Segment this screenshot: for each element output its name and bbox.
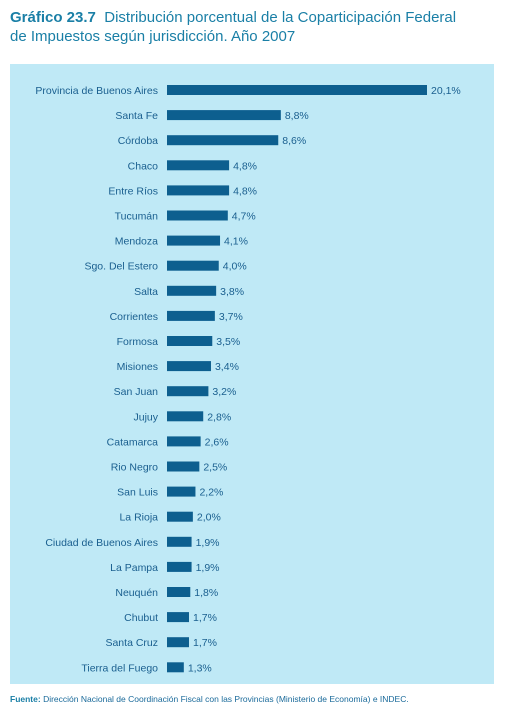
chart-title: Gráfico 23.7 Distribución porcentual de …	[10, 8, 510, 46]
value-label: 1,3%	[188, 662, 212, 674]
bar	[167, 85, 427, 95]
bar	[167, 210, 228, 221]
category-label: La Pampa	[110, 562, 158, 574]
value-label: 3,8%	[220, 286, 244, 298]
category-label: Ciudad de Buenos Aires	[45, 537, 158, 549]
bar	[167, 461, 200, 472]
value-label: 1,7%	[193, 637, 217, 649]
value-label: 3,2%	[212, 386, 236, 398]
category-label: Córdoba	[118, 135, 158, 147]
category-label: La Rioja	[119, 512, 158, 524]
category-label: Neuquén	[115, 587, 158, 599]
bar	[167, 561, 192, 572]
value-label: 2,8%	[207, 411, 231, 423]
bar	[167, 110, 281, 121]
value-label: 3,7%	[219, 311, 243, 323]
value-label: 8,8%	[285, 110, 309, 122]
category-label: San Luis	[117, 487, 158, 499]
value-label: 20,1%	[431, 85, 461, 97]
value-label: 2,0%	[197, 512, 221, 524]
bar	[167, 411, 204, 422]
category-label: Corrientes	[110, 311, 158, 323]
category-label: Misiones	[117, 361, 158, 373]
category-label: Salta	[134, 286, 158, 298]
bar	[167, 386, 209, 397]
category-label: San Juan	[114, 386, 159, 398]
bar	[167, 436, 201, 447]
value-label: 1,9%	[196, 562, 220, 574]
value-label: 2,2%	[199, 487, 223, 499]
bar	[167, 135, 279, 146]
bar	[167, 587, 191, 597]
bar	[167, 185, 230, 196]
bar	[167, 160, 230, 171]
source-text: Dirección Nacional de Coordinación Fisca…	[43, 694, 409, 704]
source-note: Fuente: Dirección Nacional de Coordinaci…	[10, 694, 409, 704]
chart-title-line1: Distribución porcentual de la Coparticip…	[104, 9, 457, 26]
category-label: Jujuy	[133, 411, 158, 423]
bar	[167, 536, 192, 547]
chart-number: Gráfico 23.7	[10, 9, 96, 26]
category-label: Tierra del Fuego	[81, 662, 158, 674]
category-label: Rio Negro	[111, 462, 158, 474]
value-label: 3,5%	[216, 336, 240, 348]
value-label: 4,7%	[232, 211, 256, 223]
category-label: Tucumán	[115, 211, 159, 223]
bar	[167, 235, 221, 246]
bar	[167, 260, 219, 271]
value-label: 3,4%	[215, 361, 239, 373]
category-label: Santa Cruz	[105, 637, 158, 649]
bar-chart: Provincia de Buenos Aires 20,1% Santa Fe 8,…	[35, 85, 461, 674]
value-label: 1,9%	[196, 537, 220, 549]
bar	[167, 336, 213, 346]
category-label: Santa Fe	[115, 110, 158, 122]
category-label: Sgo. Del Estero	[84, 261, 158, 273]
source-label: Fuente:	[10, 694, 41, 704]
category-label: Chubut	[124, 612, 158, 624]
value-label: 8,6%	[282, 135, 306, 147]
category-label: Provincia de Buenos Aires	[35, 85, 158, 97]
value-label: 1,7%	[193, 612, 217, 624]
bar	[167, 285, 217, 296]
category-label: Catamarca	[107, 436, 159, 448]
category-label: Entre Ríos	[108, 185, 158, 197]
category-label: Formosa	[117, 336, 159, 348]
chart-title-line2: de Impuestos según jurisdicción. Año 200…	[10, 28, 296, 45]
category-label: Chaco	[128, 160, 159, 172]
value-label: 2,5%	[203, 462, 227, 474]
bar	[167, 486, 196, 497]
value-label: 1,8%	[194, 587, 218, 599]
bar	[167, 637, 189, 648]
bar	[167, 612, 189, 623]
bar	[167, 310, 215, 321]
chart-panel: Provincia de Buenos Aires 20,1% Santa Fe 8,…	[10, 64, 494, 684]
value-label: 4,1%	[224, 236, 248, 248]
bar	[167, 662, 184, 673]
value-label: 4,0%	[223, 261, 247, 273]
category-label: Mendoza	[115, 236, 158, 248]
value-label: 2,6%	[205, 436, 229, 448]
value-label: 4,8%	[233, 185, 257, 197]
bar	[167, 511, 193, 522]
value-label: 4,8%	[233, 160, 257, 172]
bar	[167, 361, 211, 372]
